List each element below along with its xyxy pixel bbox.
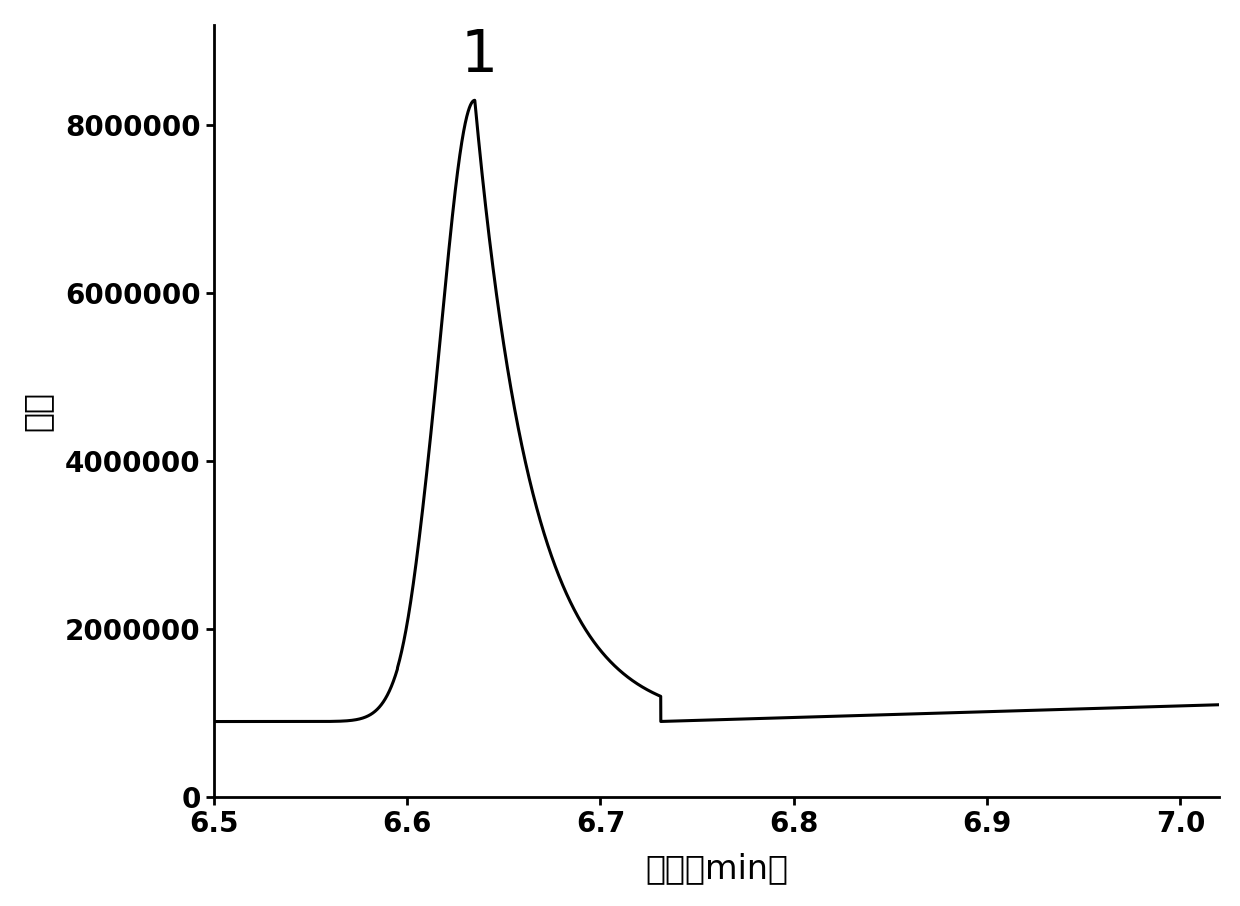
- Y-axis label: 强度: 强度: [21, 390, 53, 431]
- Text: 1: 1: [460, 26, 497, 83]
- X-axis label: 时间（min）: 时间（min）: [645, 853, 787, 885]
